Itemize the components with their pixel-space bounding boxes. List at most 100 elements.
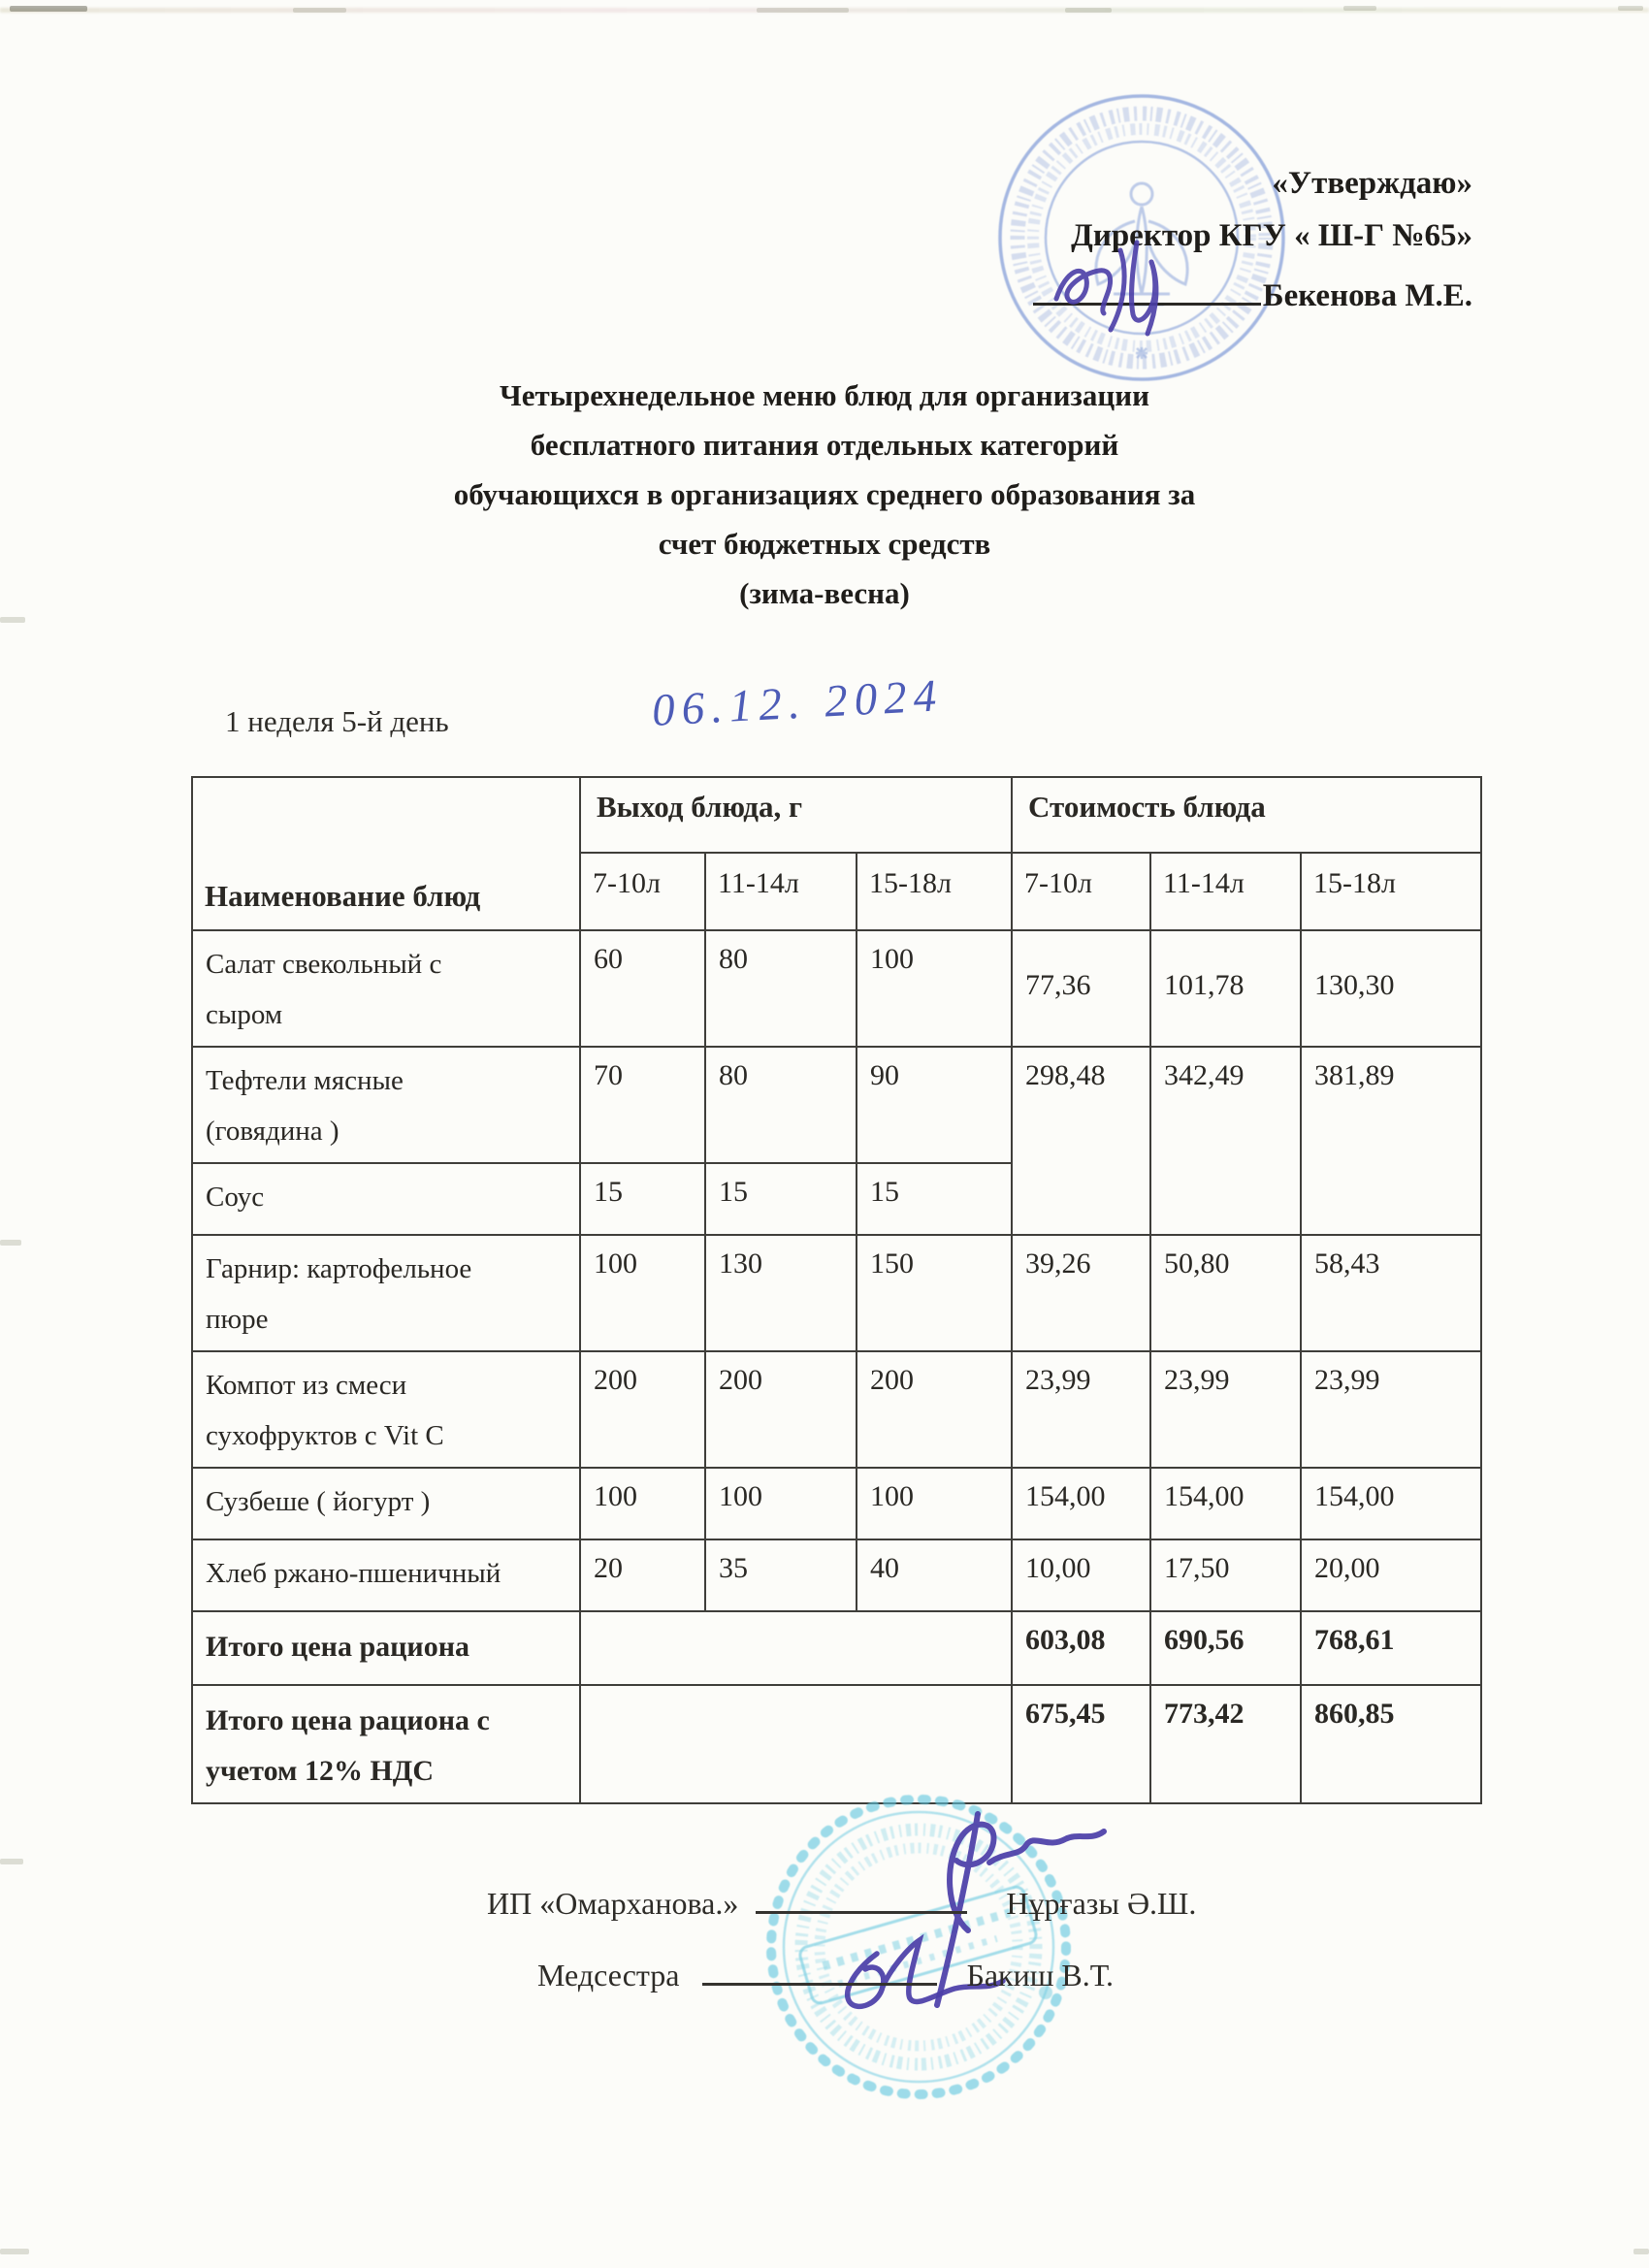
cost-cell: 58,43 — [1300, 1234, 1483, 1352]
signature-line — [756, 1870, 968, 1914]
table-row: Сузбеше ( йогурт ) 100 100 100 154,00 15… — [191, 1467, 1483, 1540]
table-row: Хлеб ржано-пшеничный 20 35 40 10,00 17,5… — [191, 1539, 1483, 1612]
vendor-footer-line: ИП «Омарханова.» Нұрғазы Ә.Ш. — [487, 1870, 1196, 1922]
cost-cell: 20,00 — [1300, 1539, 1483, 1612]
weight-cell: 20 — [579, 1539, 706, 1612]
cost-cell: 39,26 — [1011, 1234, 1152, 1352]
total-cost-cell: 675,45 — [1011, 1684, 1152, 1804]
signatory-line: Бекенова М.Е. — [1032, 262, 1472, 322]
cost-cell: 381,89 — [1300, 1046, 1483, 1236]
nurse-label: Медсестра — [537, 1958, 680, 1993]
scan-artifact — [293, 8, 346, 13]
title-line: Четырехнедельное меню блюд для организац… — [500, 378, 1149, 412]
cost-group-header: Стоимость блюда — [1011, 776, 1483, 854]
weight-cell: 80 — [704, 929, 857, 1048]
weight-cell: 15 — [579, 1162, 706, 1236]
table-row: Тефтели мясные (говядина ) 70 80 90 298,… — [191, 1046, 1483, 1236]
dish-name-cell: Хлеб ржано-пшеничный — [191, 1539, 581, 1612]
total-cost-cell: 773,42 — [1149, 1684, 1303, 1804]
weight-cell: 100 — [855, 929, 1014, 1048]
empty-cell — [578, 1684, 1014, 1804]
weight-cell: 200 — [855, 1350, 1014, 1469]
weight-cell: 100 — [704, 1467, 857, 1540]
weight-cell: 100 — [579, 1467, 706, 1540]
cost-cell: 130,30 — [1300, 929, 1483, 1048]
weight-cell: 15 — [704, 1162, 857, 1236]
weight-cell: 35 — [704, 1539, 857, 1612]
cost-cell: 154,00 — [1011, 1467, 1152, 1540]
total-cost-cell: 603,08 — [1011, 1610, 1152, 1686]
scan-artifact — [1618, 6, 1643, 11]
menu-table: Наименование блюд Выход блюда, г Стоимос… — [191, 776, 1483, 1804]
dish-name-cell: Салат свекольный с сыром — [191, 929, 581, 1048]
scan-artifact — [1343, 6, 1376, 11]
scan-artifact — [1065, 8, 1112, 13]
title-line: обучающихся в организациях среднего обра… — [453, 477, 1196, 511]
weight-cell: 200 — [704, 1350, 857, 1469]
weight-cell: 90 — [855, 1046, 1014, 1164]
approve-label: «Утверждаю» — [1272, 166, 1472, 201]
dish-name-cell: Тефтели мясные (говядина ) — [191, 1046, 581, 1164]
nurse-name: Бакиш В.Т. — [966, 1958, 1115, 1993]
table-row: Соус 15 15 15 — [191, 1162, 1481, 1236]
vendor-name: Нұрғазы Ә.Ш. — [1006, 1886, 1197, 1921]
nurse-footer-line: Медсестра Бакиш В.Т. — [537, 1942, 1114, 1993]
title-line: (зима-весна) — [739, 576, 910, 610]
age-column-header: 11-14л — [704, 852, 857, 931]
cost-cell: 298,48 — [1011, 1046, 1152, 1236]
weight-cell: 200 — [579, 1350, 706, 1469]
weight-group-header: Выход блюда, г — [578, 776, 1014, 854]
name-column-header: Наименование блюд — [191, 776, 581, 931]
cost-cell: 23,99 — [1149, 1350, 1303, 1469]
weight-cell: 70 — [579, 1046, 706, 1164]
scan-artifact — [0, 2249, 29, 2254]
scan-artifact — [10, 6, 87, 12]
dish-name-cell: Соус — [191, 1162, 581, 1236]
signatory-name: Бекенова М.Е. — [1262, 278, 1472, 313]
title-line: бесплатного питания отдельных категорий — [530, 428, 1119, 462]
scan-artifact — [0, 1859, 23, 1864]
scan-artifact — [0, 8, 1649, 13]
scan-artifact — [0, 1240, 21, 1246]
total-label-cell: Итого цена рациона — [191, 1610, 581, 1686]
table-group-header-row: Наименование блюд Выход блюда, г Стоимос… — [191, 776, 1483, 931]
scan-artifact — [757, 8, 849, 13]
table-row: Салат свекольный с сыром 60 80 100 77,36… — [191, 929, 1483, 1048]
weight-cell: 60 — [579, 929, 706, 1048]
total-label-cell: Итого цена рациона с учетом 12% НДС — [191, 1684, 581, 1804]
scan-artifact — [0, 617, 25, 623]
weight-cell: 130 — [704, 1234, 857, 1352]
table-row: Гарнир: картофельное пюре 100 130 150 39… — [191, 1234, 1483, 1352]
weight-cell: 40 — [855, 1539, 1014, 1612]
signature-line — [702, 1942, 938, 1986]
cost-cell: 154,00 — [1300, 1467, 1483, 1540]
weight-cell: 100 — [855, 1467, 1014, 1540]
dish-name-cell: Гарнир: картофельное пюре — [191, 1234, 581, 1352]
table-total-row: Итого цена рациона с учетом 12% НДС 675,… — [191, 1684, 1483, 1804]
week-day-label: 1 неделя 5-й день — [225, 704, 449, 738]
menu-table-container: Наименование блюд Выход блюда, г Стоимос… — [191, 776, 1483, 1804]
approval-block: «Утверждаю» Директор КГУ « Ш-Г №65» Беке… — [1032, 157, 1472, 322]
table-total-row: Итого цена рациона 603,08 690,56 768,61 — [191, 1610, 1483, 1686]
table-row: Компот из смеси сухофруктов с Vit C 200 … — [191, 1350, 1483, 1469]
cost-cell: 50,80 — [1149, 1234, 1303, 1352]
age-column-header: 7-10л — [579, 852, 706, 931]
age-column-header: 11-14л — [1149, 852, 1303, 931]
cost-cell: 23,99 — [1300, 1350, 1483, 1469]
cost-cell: 23,99 — [1011, 1350, 1152, 1469]
document-title: Четырехнедельное меню блюд для организац… — [0, 371, 1649, 618]
title-line: счет бюджетных средств — [658, 527, 991, 561]
dish-name-cell: Компот из смеси сухофруктов с Vit C — [191, 1350, 581, 1469]
cost-cell: 17,50 — [1149, 1539, 1303, 1612]
cost-cell: 101,78 — [1149, 929, 1303, 1048]
age-column-header: 15-18л — [855, 852, 1014, 931]
total-cost-cell: 690,56 — [1149, 1610, 1303, 1686]
signature-line — [1032, 262, 1261, 306]
total-cost-cell: 768,61 — [1300, 1610, 1483, 1686]
handwritten-date: 06.12. 2024 — [650, 670, 945, 736]
age-column-header: 7-10л — [1011, 852, 1152, 931]
empty-cell — [578, 1610, 1014, 1686]
weight-cell: 100 — [579, 1234, 706, 1352]
weight-cell: 150 — [855, 1234, 1014, 1352]
